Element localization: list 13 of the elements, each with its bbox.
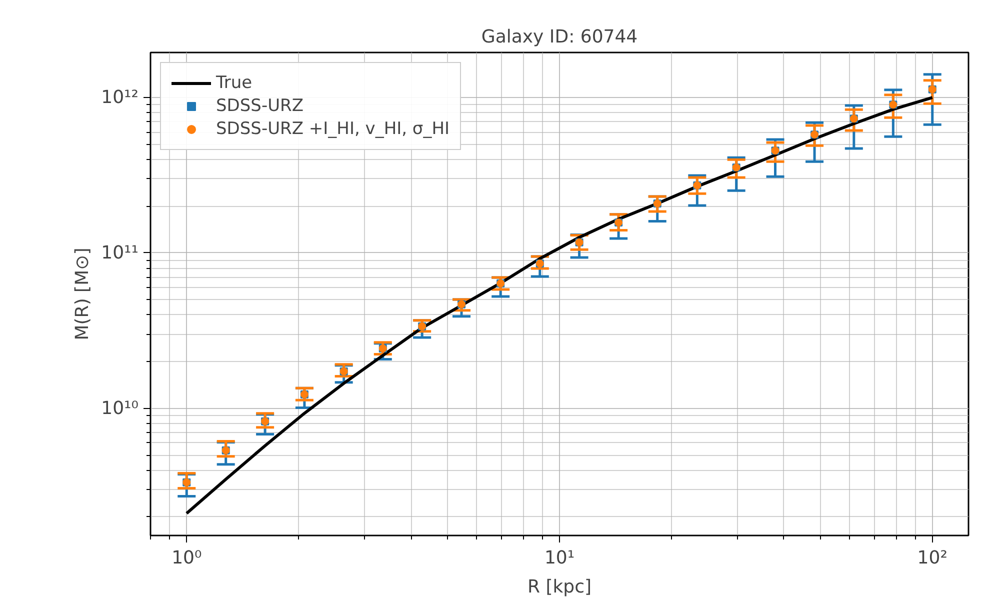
y-tick-label: 10¹⁰	[101, 398, 139, 419]
x-axis-title: R [kpc]	[527, 576, 592, 598]
legend-label: SDSS-URZ +I_HI, v_HI, σ_HI	[216, 119, 450, 139]
x-tick-label: 10²	[917, 548, 948, 568]
y-tick-label: 10¹¹	[101, 242, 139, 264]
x-tick-label: 10¹	[544, 548, 575, 568]
chart-title: Galaxy ID: 60744	[481, 26, 638, 48]
x-tick-label: 10⁰	[172, 548, 202, 568]
y-tick-label: 10¹²	[101, 87, 139, 108]
legend-label: SDSS-URZ	[216, 96, 304, 116]
legend-label: True	[216, 73, 252, 93]
line-series	[185, 96, 934, 515]
y-axis-title: M(R) [M⊙]	[72, 248, 94, 340]
